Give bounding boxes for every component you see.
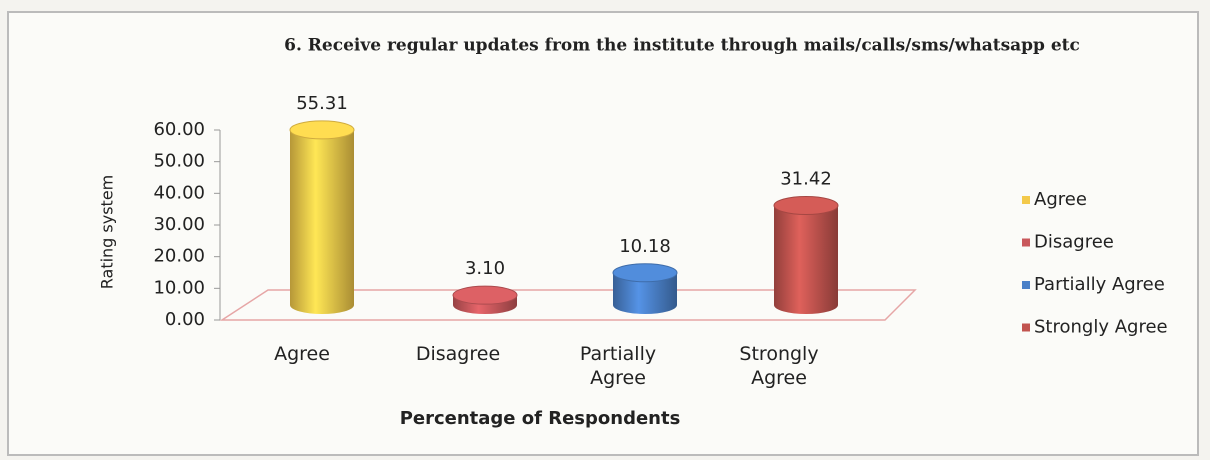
x-tick-label: Strongly Agree (739, 343, 819, 389)
legend-swatch (1022, 196, 1030, 204)
legend-swatch (1022, 238, 1030, 247)
chart-frame (7, 11, 1199, 456)
value-label: 31.42 (780, 169, 832, 190)
legend-label: Strongly Agree (1034, 317, 1168, 338)
bar-top (452, 285, 518, 305)
bar (774, 205, 838, 314)
x-axis-title: Percentage of Respondents (400, 408, 681, 429)
floor (219, 289, 917, 321)
bar-top (773, 196, 839, 216)
x-tick-label: Disagree (415, 343, 501, 365)
y-tick-label: 30.00 (153, 214, 205, 235)
value-label: 55.31 (296, 93, 348, 114)
legend-label: Partially Agree (1034, 274, 1165, 295)
value-label: 10.18 (619, 236, 671, 257)
y-tick-label: 40.00 (153, 182, 205, 203)
bar-top (612, 263, 678, 283)
y-tick-label: 20.00 (153, 246, 205, 267)
y-tick-label: 0.00 (165, 309, 205, 330)
bar (613, 272, 677, 314)
value-label: 3.10 (465, 258, 505, 279)
bar-top (289, 120, 355, 140)
x-tick-label: Agree (274, 343, 330, 365)
chart-title: 6. Receive regular updates from the inst… (284, 36, 1080, 56)
y-axis-title: Rating system (98, 175, 117, 290)
legend-label: Disagree (1034, 232, 1114, 253)
y-tick-label: 10.00 (153, 277, 205, 298)
legend-swatch (1022, 281, 1030, 289)
y-tick-label: 50.00 (153, 151, 205, 172)
y-tick-label: 60.00 (153, 119, 205, 140)
legend-label: Agree (1034, 189, 1087, 210)
x-tick-label: Partially Agree (579, 343, 657, 389)
bar (290, 129, 354, 314)
legend-swatch (1022, 323, 1030, 332)
